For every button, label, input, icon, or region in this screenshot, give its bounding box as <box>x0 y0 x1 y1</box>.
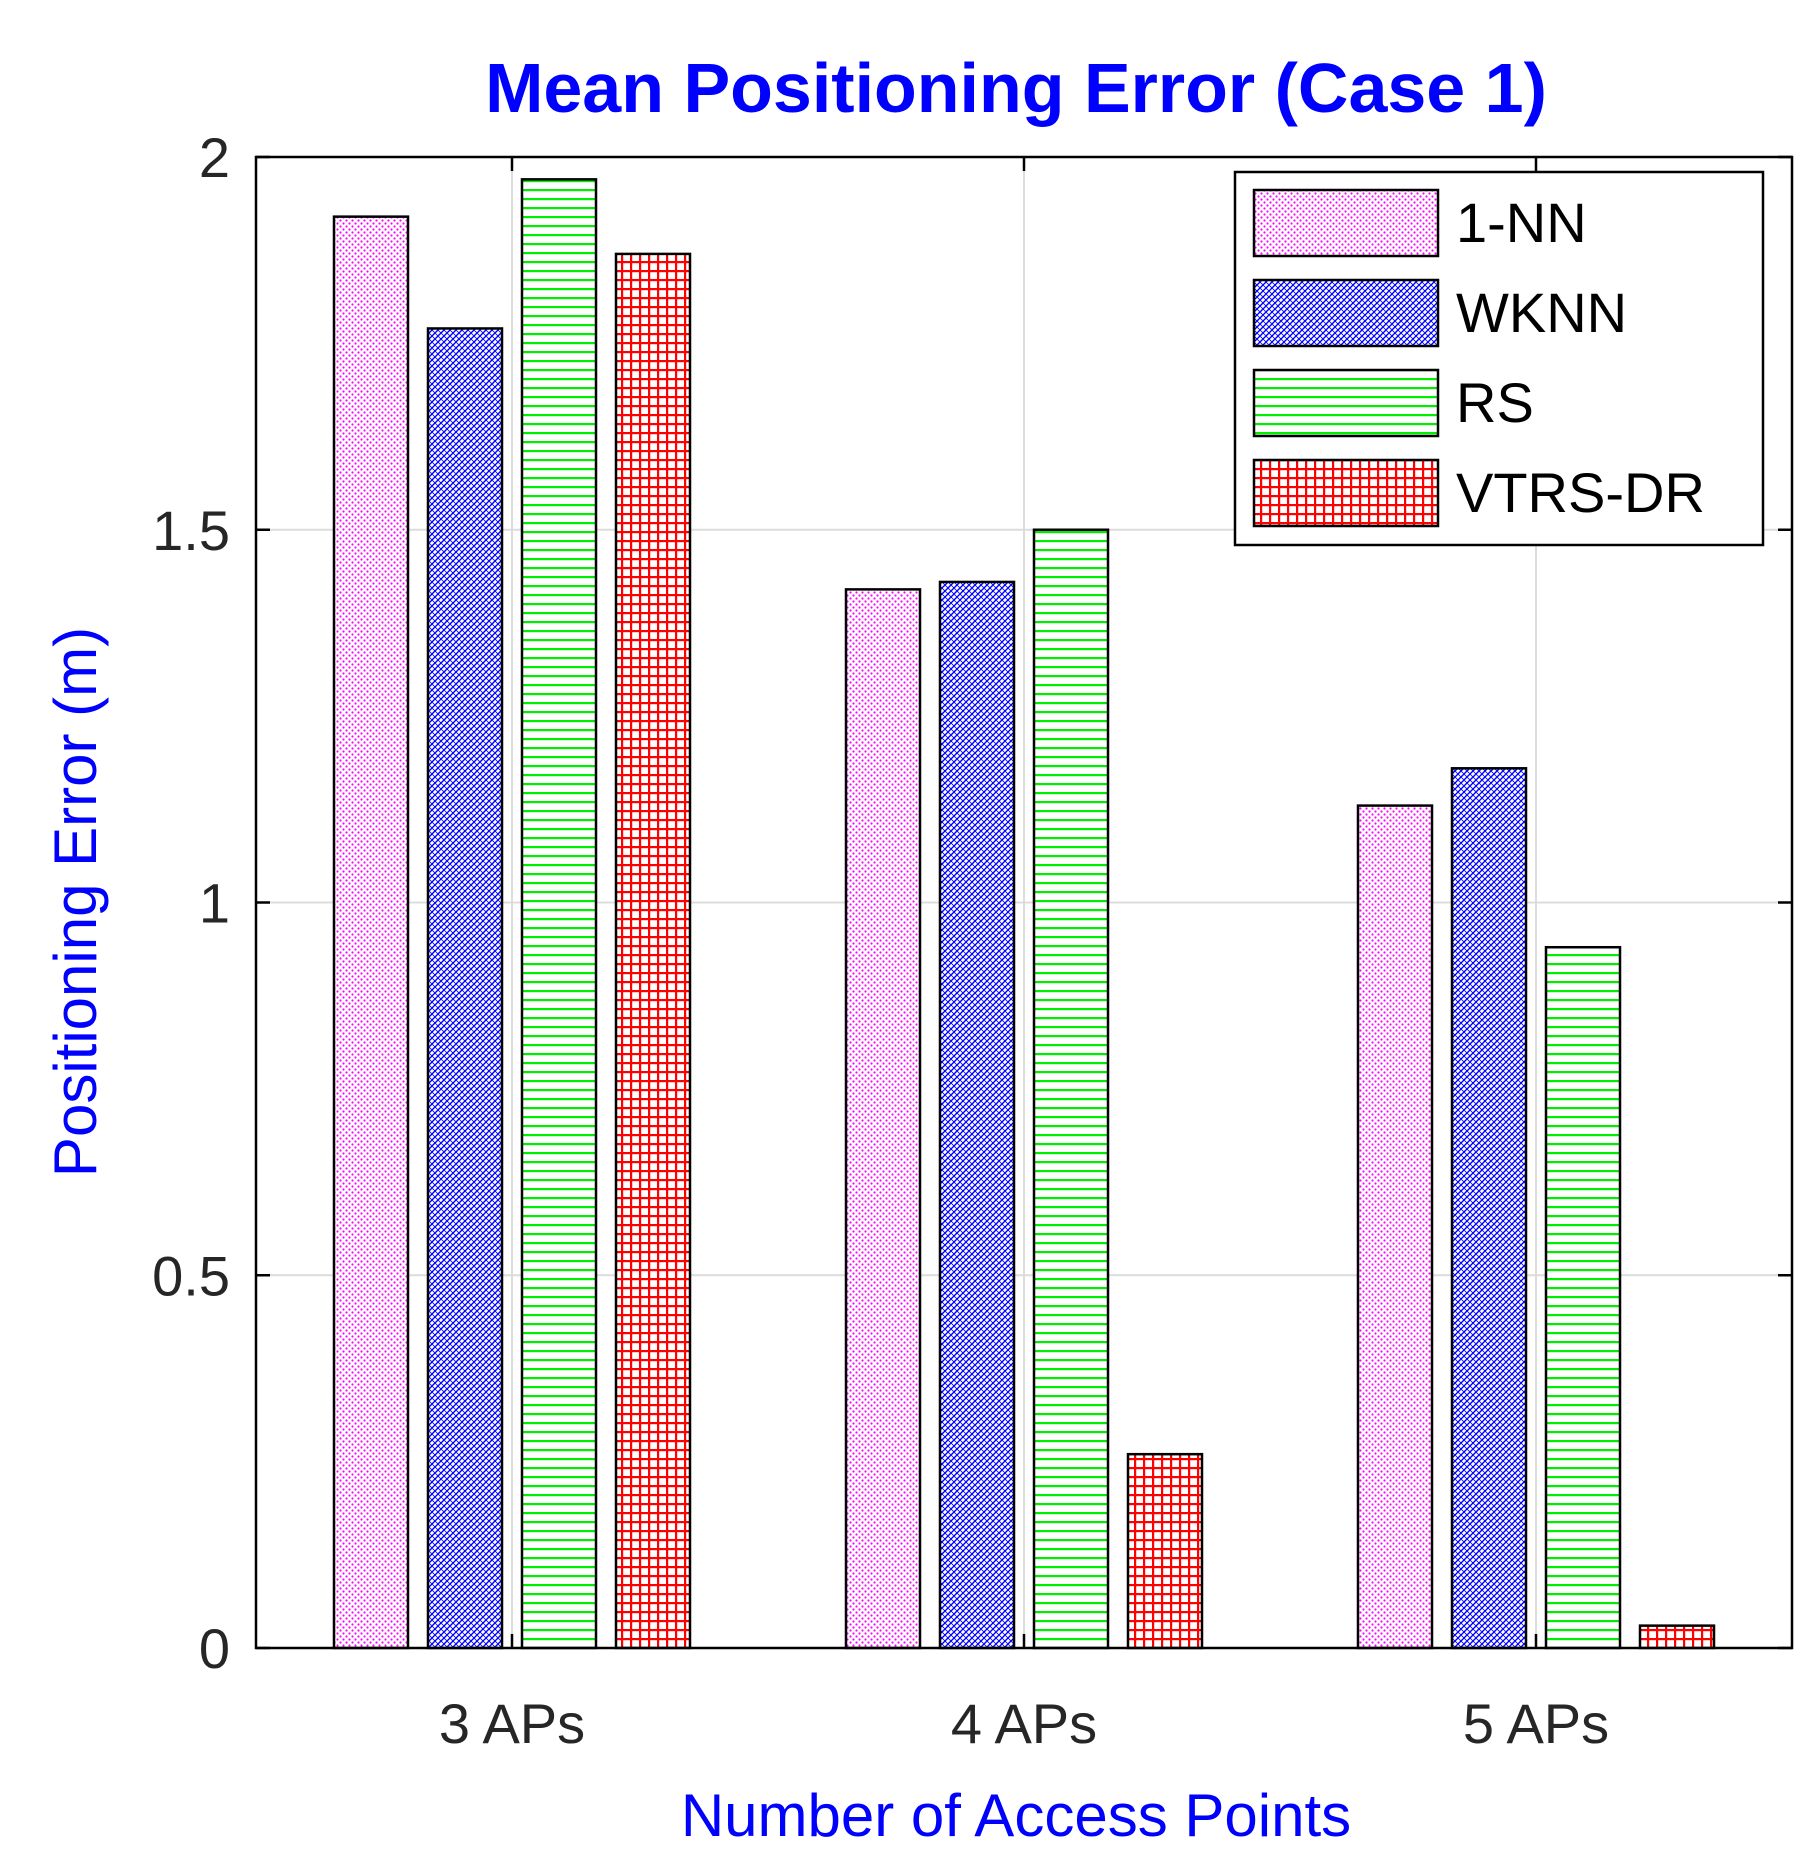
bars <box>332 178 1716 1650</box>
bar-wknn-0 <box>426 327 504 1650</box>
x-tick-label: 4 APs <box>951 1692 1097 1755</box>
chart-title: Mean Positioning Error (Case 1) <box>485 49 1547 127</box>
legend-swatch <box>1252 368 1440 438</box>
legend-swatch <box>1252 188 1440 258</box>
bar-1-nn-1 <box>844 588 922 1650</box>
legend-label: RS <box>1456 371 1534 434</box>
grid-lines <box>256 157 1792 1648</box>
y-axis-label: Positioning Error (m) <box>42 627 109 1177</box>
bar-rs-2 <box>1544 945 1622 1650</box>
legend-label: WKNN <box>1456 281 1627 344</box>
bar-rs-0 <box>520 178 598 1650</box>
y-tick-label: 1.5 <box>152 499 230 562</box>
y-tick-label: 0 <box>199 1617 230 1680</box>
bar-vtrs-dr-1 <box>1126 1452 1204 1650</box>
y-tick-labels: 0 0.5 1 1.5 2 <box>152 126 230 1680</box>
bar-rs-1 <box>1032 528 1110 1650</box>
legend-swatch <box>1252 278 1440 348</box>
bar-vtrs-dr-0 <box>614 252 692 1650</box>
legend-label: VTRS-DR <box>1456 461 1705 524</box>
y-tick-label: 0.5 <box>152 1244 230 1307</box>
x-axis-label: Number of Access Points <box>681 1782 1351 1849</box>
bar-wknn-2 <box>1450 767 1528 1650</box>
y-tick-label: 2 <box>199 126 230 189</box>
legend-swatch <box>1252 458 1440 528</box>
y-tick-label: 1 <box>199 872 230 935</box>
ticks <box>256 155 1792 1650</box>
bar-1-nn-0 <box>332 215 410 1650</box>
legend: 1-NN WKNN RS VTRS-DR <box>1233 170 1765 547</box>
bar-1-nn-2 <box>1356 804 1434 1650</box>
x-tick-label: 5 APs <box>1463 1692 1609 1755</box>
x-tick-labels: 3 APs 4 APs 5 APs <box>439 1692 1609 1755</box>
bar-wknn-1 <box>938 580 1016 1650</box>
bar-vtrs-dr-2 <box>1638 1624 1716 1650</box>
legend-label: 1-NN <box>1456 191 1587 254</box>
x-tick-label: 3 APs <box>439 1692 585 1755</box>
